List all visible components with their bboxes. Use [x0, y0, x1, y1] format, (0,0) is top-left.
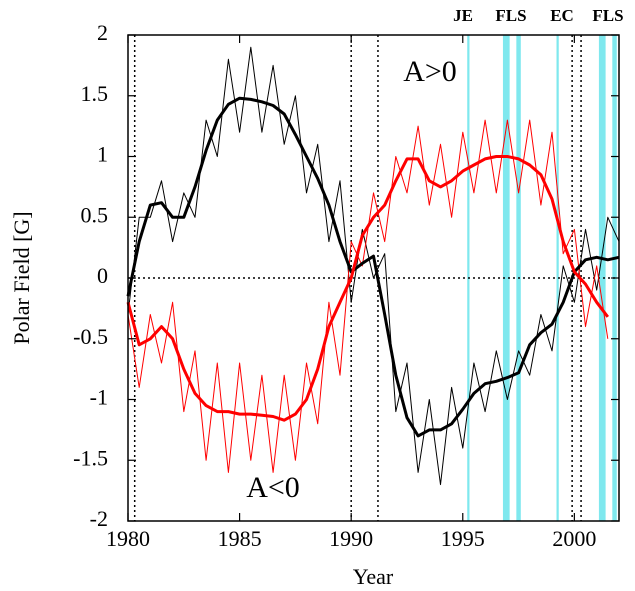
annotation: A>0 [403, 55, 457, 88]
y-tick-label: 1 [97, 142, 108, 167]
band-label: FLS [495, 6, 526, 25]
y-tick-label: -0.5 [73, 324, 108, 349]
x-tick-label: 1995 [441, 526, 485, 551]
band-label: EC [550, 6, 574, 25]
series-line [126, 155, 609, 422]
shaded-interval [556, 35, 559, 521]
y-tick-label: 0.5 [81, 202, 109, 227]
y-tick-label: 0 [97, 263, 108, 288]
y-tick-label: -1 [90, 385, 108, 410]
x-axis-title: Year [353, 564, 394, 589]
x-tick-label: 2000 [552, 526, 596, 551]
band-label: FLS [592, 6, 623, 25]
series-line [127, 119, 609, 473]
x-tick-label: 1980 [106, 526, 150, 551]
y-axis-title: Polar Field [G] [9, 211, 34, 344]
x-tick-label: 1990 [329, 526, 373, 551]
shaded-interval [598, 35, 606, 521]
x-tick-label: 1985 [218, 526, 262, 551]
shaded-interval [502, 35, 510, 521]
y-tick-label: 2 [97, 20, 108, 45]
y-tick-label: -1.5 [73, 445, 108, 470]
y-tick-label: 1.5 [81, 81, 109, 106]
y-tick-label: -2 [90, 506, 108, 531]
annotation: A<0 [246, 471, 300, 504]
band-label: JE [453, 6, 473, 25]
series-line [126, 96, 620, 438]
